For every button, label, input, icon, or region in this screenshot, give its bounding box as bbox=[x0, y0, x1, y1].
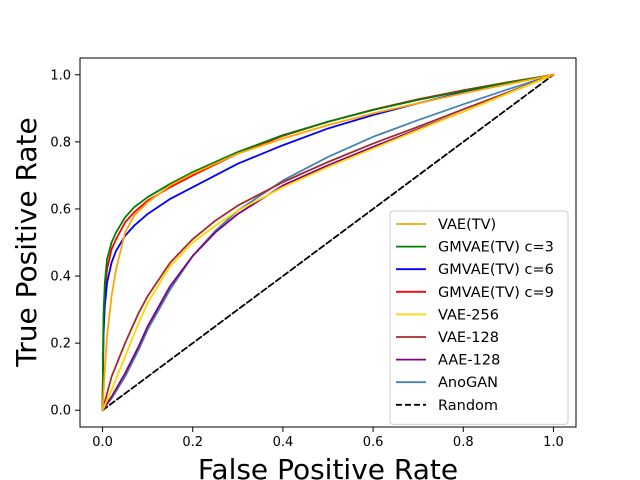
x-tick-label: 0.2 bbox=[182, 435, 203, 450]
y-tick-label: 0.4 bbox=[50, 270, 71, 285]
legend-label: VAE-256 bbox=[438, 307, 499, 323]
legend-box bbox=[389, 210, 569, 425]
plot-frame bbox=[79, 57, 577, 428]
series-line-anogan bbox=[101, 73, 555, 412]
legend: VAE(TV) GMVAE(TV) c=3 GMVAE(TV) c=6 GMVAE(T… bbox=[389, 210, 569, 425]
x-tick-label: 0.0 bbox=[92, 435, 113, 450]
legend-label: AnoGAN bbox=[438, 375, 498, 391]
y-tick-label: 0.8 bbox=[50, 135, 71, 150]
series-line-vae-tv bbox=[101, 73, 555, 412]
legend-label: Random bbox=[438, 398, 498, 414]
x-tick-label: 0.6 bbox=[363, 435, 384, 450]
axis-ticks: 0.0 0.2 0.4 0.6 0.8 1.0 0.0 0.2 0.4 0.6 0.8 1.0 bbox=[50, 68, 563, 450]
x-axis-label: False Positive Rate bbox=[198, 453, 458, 480]
series-line-vae-128 bbox=[101, 73, 555, 412]
legend-label: VAE(TV) bbox=[438, 217, 496, 233]
legend-label: GMVAE(TV) c=6 bbox=[438, 262, 554, 278]
plot-area bbox=[101, 73, 555, 412]
x-tick-label: 0.8 bbox=[453, 435, 474, 450]
series-line-gmvae-tv-c-3 bbox=[101, 73, 555, 412]
y-axis-label: True Positive Rate bbox=[10, 117, 43, 367]
y-tick-label: 0.0 bbox=[50, 404, 71, 419]
x-tick-label: 1.0 bbox=[543, 435, 564, 450]
legend-label: VAE-128 bbox=[438, 330, 499, 346]
legend-label: GMVAE(TV) c=9 bbox=[438, 285, 554, 301]
y-tick-label: 0.2 bbox=[50, 337, 71, 352]
legend-label: AAE-128 bbox=[438, 353, 500, 369]
series-line-vae-256 bbox=[101, 73, 555, 412]
series-line-random bbox=[101, 73, 555, 412]
x-tick-label: 0.4 bbox=[273, 435, 294, 450]
y-tick-label: 0.6 bbox=[50, 202, 71, 217]
legend-label: GMVAE(TV) c=3 bbox=[438, 240, 554, 256]
y-tick-label: 1.0 bbox=[50, 68, 71, 83]
